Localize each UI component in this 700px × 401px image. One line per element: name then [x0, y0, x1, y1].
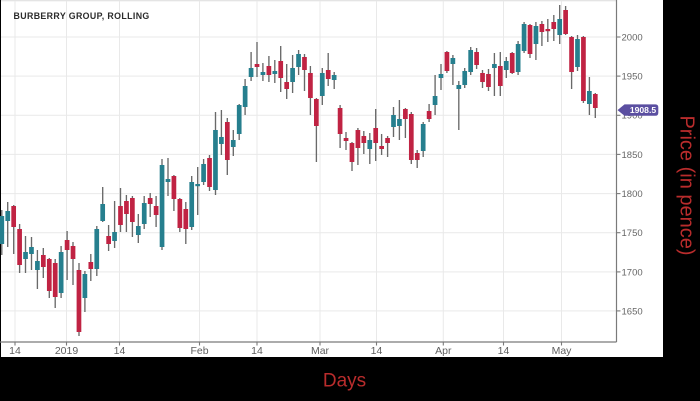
svg-text:14: 14: [251, 345, 263, 357]
svg-text:Mar: Mar: [311, 345, 330, 357]
svg-text:1908.5: 1908.5: [630, 105, 657, 115]
svg-text:2019: 2019: [55, 345, 79, 357]
svg-text:2000: 2000: [622, 32, 643, 43]
svg-text:14: 14: [371, 345, 383, 357]
svg-text:Price (in pence): Price (in pence): [676, 115, 698, 255]
svg-text:May: May: [552, 345, 573, 357]
svg-text:1750: 1750: [622, 228, 643, 239]
svg-text:1900: 1900: [622, 111, 643, 122]
svg-text:14: 14: [9, 345, 21, 357]
svg-text:1800: 1800: [622, 189, 643, 200]
svg-text:1700: 1700: [622, 267, 643, 278]
svg-text:Feb: Feb: [190, 345, 208, 357]
svg-text:1950: 1950: [622, 72, 643, 83]
svg-text:14: 14: [498, 345, 510, 357]
svg-text:BURBERRY GROUP, ROLLING: BURBERRY GROUP, ROLLING: [14, 11, 150, 21]
svg-text:1650: 1650: [622, 306, 643, 317]
svg-text:Days: Days: [323, 371, 366, 392]
svg-text:14: 14: [114, 345, 126, 357]
svg-text:Apr: Apr: [435, 345, 452, 357]
svg-text:1850: 1850: [622, 150, 643, 161]
